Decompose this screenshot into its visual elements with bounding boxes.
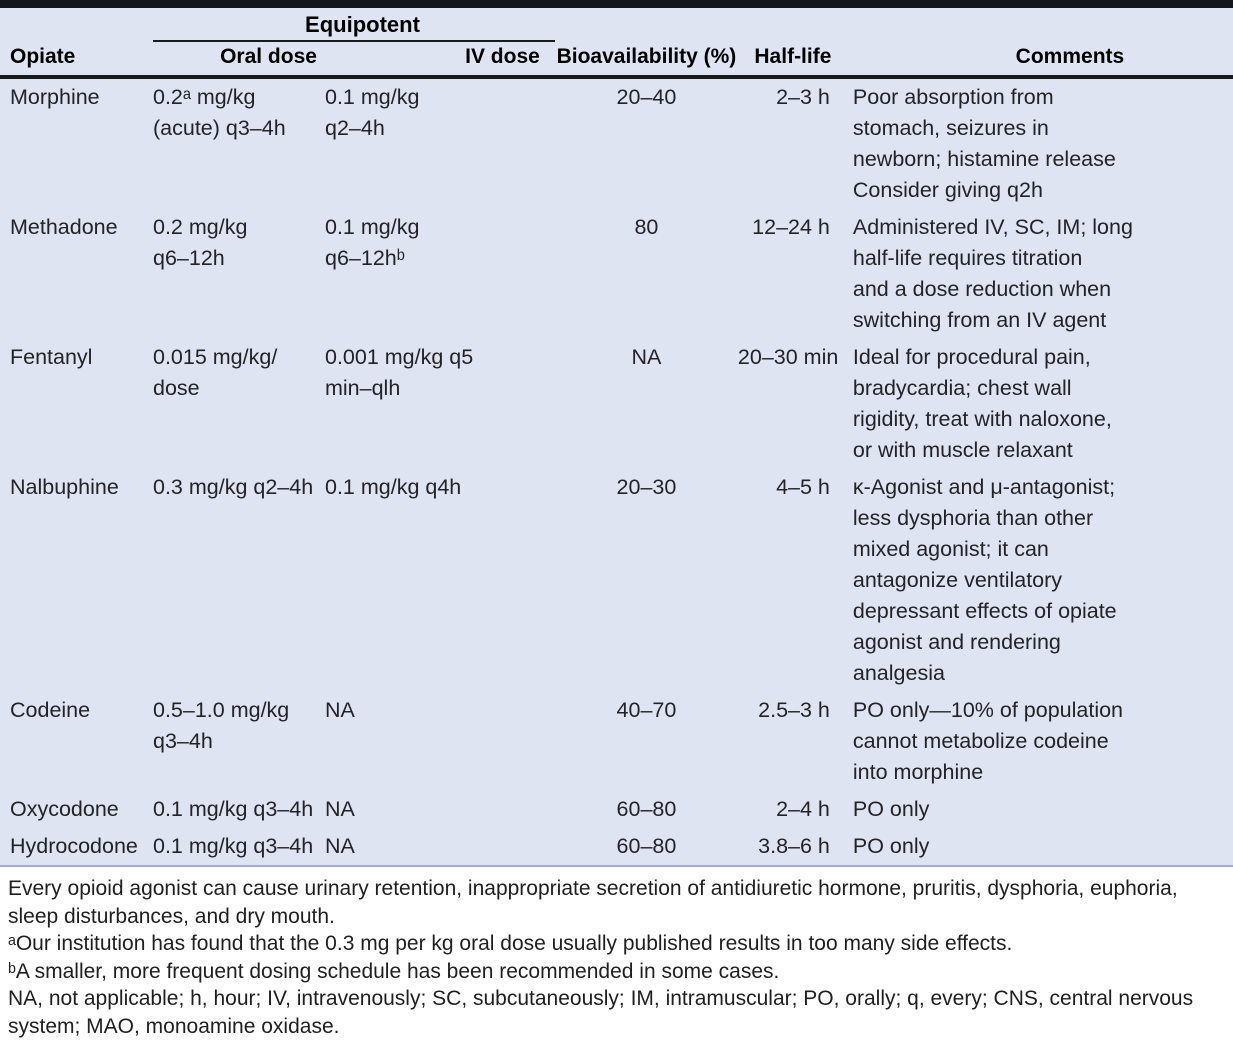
cell-bioavailability: 80 (634, 215, 659, 239)
cell-bioavailability: 60–80 (616, 797, 677, 821)
cell-oral-dose: 0.3 mg/kg q2–4h (153, 475, 314, 499)
cell-comments: PO only (852, 797, 930, 821)
cell-iv-dose: 0.1 mg/kg q2–4h (325, 85, 420, 140)
column-header-iv-dose: IV dose (325, 41, 555, 79)
table-row-fentanyl: Fentanyl 0.015 mg/kg/ dose 0.001 mg/kg q… (0, 339, 1233, 469)
cell-comments: PO only—10% of population cannot metabol… (852, 698, 1124, 784)
cell-oral-dose: 0.2ᵃ mg/kg (acute) q3–4h (153, 85, 286, 140)
cell-half-life: 20–30 min (737, 345, 839, 369)
cell-bioavailability: NA (631, 345, 662, 369)
cell-opiate: Methadone (10, 215, 118, 239)
cell-oral-dose: 0.1 mg/kg q3–4h (153, 834, 314, 858)
opiate-table-section: Equipotent Opiate Oral dose IV dose Bioa… (0, 0, 1233, 867)
empty-header-cell (0, 8, 153, 41)
table-row-codeine: Codeine 0.5–1.0 mg/kg q3–4h NA 40–70 2.5… (0, 692, 1233, 791)
cell-comments: Administered IV, SC, IM; long half-life … (852, 215, 1133, 332)
empty-header-cell (738, 8, 848, 41)
cell-opiate: Hydrocodone (10, 834, 138, 858)
cell-bioavailability: 20–30 (616, 475, 677, 499)
group-header-equipotent: Equipotent (153, 8, 555, 42)
cell-iv-dose: 0.001 mg/kg q5 min–qlh (325, 345, 474, 400)
cell-opiate: Codeine (10, 698, 91, 722)
table-body: Morphine 0.2ᵃ mg/kg (acute) q3–4h 0.1 mg… (0, 77, 1233, 865)
table-row-hydrocodone: Hydrocodone 0.1 mg/kg q3–4h NA 60–80 3.8… (0, 828, 1233, 865)
footnote-a: ᵃOur institution has found that the 0.3 … (8, 932, 1013, 955)
cell-opiate: Nalbuphine (10, 475, 119, 499)
cell-half-life: 2–4 h (776, 797, 830, 821)
cell-opiate: Morphine (10, 85, 100, 109)
cell-oral-dose: 0.1 mg/kg q3–4h (153, 797, 314, 821)
cell-opiate: Oxycodone (10, 797, 119, 821)
opiate-dosing-table: Equipotent Opiate Oral dose IV dose Bioa… (0, 8, 1233, 865)
column-header-row: Opiate Oral dose IV dose Bioavailability… (0, 41, 1233, 79)
cell-comments: PO only (852, 834, 930, 858)
table-footnotes: Every opioid agonist can cause urinary r… (0, 867, 1233, 1044)
table-row-nalbuphine: Nalbuphine 0.3 mg/kg q2–4h 0.1 mg/kg q4h… (0, 469, 1233, 692)
cell-iv-dose: NA (325, 698, 355, 722)
cell-comments: Ideal for procedural pain, bradycardia; … (852, 345, 1112, 462)
column-header-oral-dose: Oral dose (153, 41, 325, 79)
cell-half-life: 4–5 h (776, 475, 830, 499)
cell-comments: κ-Agonist and μ-antagonist; less dysphor… (852, 475, 1117, 685)
cell-iv-dose: 0.1 mg/kg q6–12hᵇ (325, 215, 420, 270)
table-row-morphine: Morphine 0.2ᵃ mg/kg (acute) q3–4h 0.1 mg… (0, 77, 1233, 209)
column-header-comments: Comments (847, 41, 1233, 79)
cell-oral-dose: 0.2 mg/kg q6–12h (153, 215, 248, 270)
table-row-oxycodone: Oxycodone 0.1 mg/kg q3–4h NA 60–80 2–4 h… (0, 791, 1233, 828)
cell-iv-dose: 0.1 mg/kg q4h (325, 475, 462, 499)
group-header-row: Equipotent (0, 8, 1233, 42)
footnote-abbreviations: NA, not applicable; h, hour; IV, intrave… (8, 987, 1194, 1038)
column-header-opiate: Opiate (0, 41, 153, 79)
empty-header-cell (555, 8, 738, 41)
column-header-half-life: Half-life (737, 41, 848, 79)
table-header: Equipotent Opiate Oral dose IV dose Bioa… (0, 8, 1233, 79)
column-header-bioavailability: Bioavailability (%) (554, 41, 738, 79)
cell-bioavailability: 20–40 (616, 85, 677, 109)
cell-bioavailability: 40–70 (616, 698, 677, 722)
cell-half-life: 2.5–3 h (758, 698, 830, 722)
footnote-general: Every opioid agonist can cause urinary r… (8, 877, 1178, 928)
cell-iv-dose: NA (325, 834, 355, 858)
cell-oral-dose: 0.5–1.0 mg/kg q3–4h (153, 698, 290, 753)
cell-half-life: 12–24 h (752, 215, 830, 239)
cell-oral-dose: 0.015 mg/kg/ dose (153, 345, 278, 400)
cell-bioavailability: 60–80 (616, 834, 677, 858)
table-row-methadone: Methadone 0.2 mg/kg q6–12h 0.1 mg/kg q6–… (0, 209, 1233, 339)
cell-half-life: 3.8–6 h (758, 834, 830, 858)
empty-header-cell (848, 8, 1233, 41)
cell-iv-dose: NA (325, 797, 355, 821)
cell-comments: Poor absorption from stomach, seizures i… (852, 85, 1116, 202)
footnote-b: ᵇA smaller, more frequent dosing schedul… (8, 959, 780, 983)
cell-opiate: Fentanyl (10, 345, 93, 369)
cell-half-life: 2–3 h (776, 85, 830, 109)
